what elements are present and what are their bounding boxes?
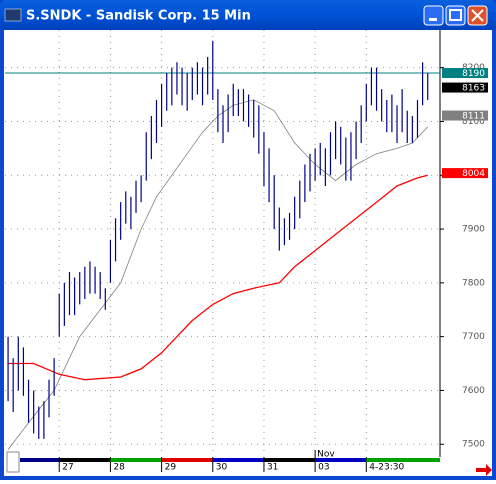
price-marker [442,110,488,121]
scroll-arrow[interactable] [476,464,492,476]
price-marker-label: 8111 [462,112,485,122]
x-axis-segment [212,458,264,462]
close-icon [471,9,484,22]
minimize-button[interactable] [423,5,444,26]
scroll-box[interactable] [6,451,20,473]
x-axis-segment [263,458,316,462]
maximize-button[interactable] [445,5,466,26]
x-axis-segment [315,458,367,462]
x-axis-segment [161,458,213,462]
y-tick-label: 7500 [462,440,485,450]
y-tick-label: 7800 [462,278,485,288]
price-marker-label: 8163 [462,84,485,94]
x-tick-label: 31 [267,463,278,473]
x-axis-segment [110,458,162,462]
y-tick-label: 7600 [462,386,485,396]
price-marker-label: 8004 [462,169,485,179]
x-axis-segment [59,458,111,462]
x-tick-label: 29 [165,463,177,473]
window-title: S.SNDK - Sandisk Corp. 15 Min [26,9,251,24]
x-tick-label: 03 [318,463,329,473]
window-buttons[interactable] [423,5,488,26]
x-annotation: Nov [317,450,335,460]
price-marker [442,82,488,93]
y-tick-label: 7700 [462,332,485,342]
maximize-icon [449,9,462,21]
x-tick-label: 4-23:30 [369,463,404,473]
moving-average [8,174,428,381]
app-icon [4,8,22,22]
x-axis-segment [366,458,440,462]
x-axis-segment [20,458,60,462]
price-marker-label: 8190 [462,69,485,79]
x-tick-label: 28 [113,463,125,473]
price-marker [442,168,488,179]
price-marker [442,68,488,79]
y-tick-label: 8100 [462,117,485,127]
x-tick-label: 27 [62,463,73,473]
x-tick-label: 30 [216,463,228,473]
minimize-icon [429,18,437,21]
title-bar [0,0,496,30]
y-tick-label: 7900 [462,225,485,235]
